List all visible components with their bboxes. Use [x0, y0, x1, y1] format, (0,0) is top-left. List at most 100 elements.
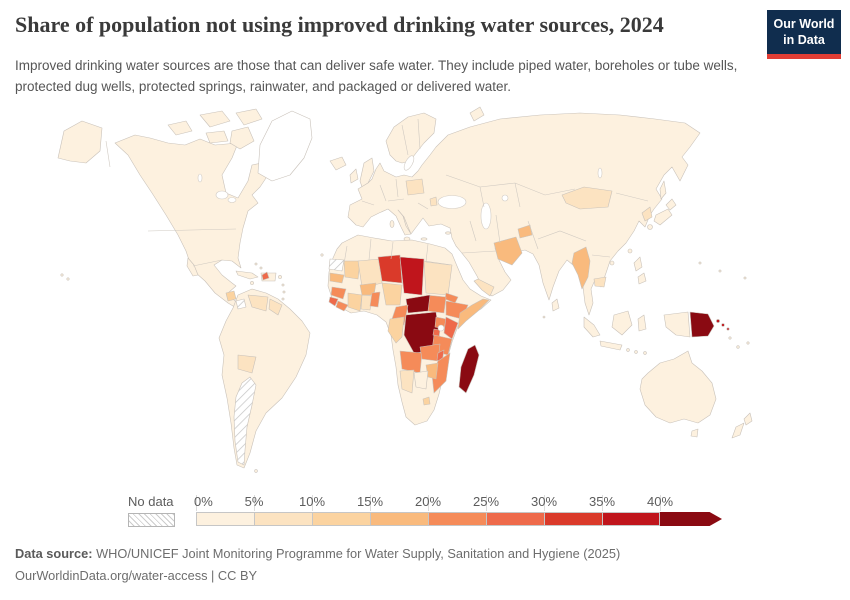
citation-line[interactable]: OurWorldinData.org/water-access | CC BY	[15, 567, 258, 583]
legend-bin-35-40%[interactable]	[602, 512, 660, 526]
region-mongolia[interactable]	[561, 186, 613, 210]
region-south-america[interactable]	[218, 288, 311, 469]
legend-bin-25-30%[interactable]	[486, 512, 544, 526]
region-argentina[interactable]	[233, 376, 257, 466]
region-sakhalin[interactable]	[659, 180, 667, 200]
region-lesser-sunda[interactable]	[626, 348, 630, 352]
region-benin-togo[interactable]	[369, 291, 381, 308]
region-japan[interactable]	[665, 198, 677, 211]
region-philippines[interactable]	[637, 272, 647, 285]
region-sulawesi[interactable]	[637, 314, 647, 332]
region-greenland[interactable]	[257, 110, 313, 182]
region-australia[interactable]	[639, 350, 717, 424]
region-bahamas[interactable]	[254, 262, 258, 266]
region-mali[interactable]	[357, 258, 383, 288]
region-maldives[interactable]	[542, 315, 546, 319]
region-hainan[interactable]	[609, 260, 615, 266]
legend-bin-40%+[interactable]	[660, 512, 722, 526]
region-vanuatu[interactable]	[728, 336, 732, 340]
region-lesser-antilles[interactable]	[281, 283, 285, 287]
region-north-america[interactable]	[114, 134, 269, 316]
region-japan[interactable]	[653, 208, 673, 226]
region-solomon[interactable]	[716, 319, 720, 323]
region-canary-islands[interactable]	[320, 253, 324, 257]
region-jamaica[interactable]	[250, 281, 254, 285]
region-senegal[interactable]	[329, 272, 345, 284]
region-guyana-suriname[interactable]	[268, 298, 283, 316]
region-sumatra[interactable]	[583, 316, 601, 338]
region-madagascar[interactable]	[458, 344, 480, 394]
region-arctic-islands[interactable]	[199, 110, 231, 128]
region-bahamas[interactable]	[259, 266, 263, 270]
region-solomon[interactable]	[721, 323, 725, 327]
region-ghana[interactable]	[360, 294, 373, 311]
region-eurasia[interactable]	[347, 112, 701, 316]
region-namibia[interactable]	[399, 369, 415, 394]
region-nicaragua[interactable]	[235, 298, 247, 310]
region-tasmania[interactable]	[690, 428, 699, 438]
region-botswana[interactable]	[413, 370, 429, 390]
region-north-korea[interactable]	[641, 206, 653, 222]
region-arctic-islands[interactable]	[167, 120, 193, 136]
region-baffin[interactable]	[229, 126, 255, 150]
legend-bin-5-10%[interactable]	[254, 512, 312, 526]
region-yemen[interactable]	[473, 278, 495, 297]
region-sri-lanka[interactable]	[551, 298, 560, 312]
legend-bin-20-25%[interactable]	[428, 512, 486, 526]
region-niger[interactable]	[377, 254, 403, 284]
region-solomon[interactable]	[726, 327, 730, 331]
region-guinea[interactable]	[330, 286, 347, 300]
legend-bin-10-15%[interactable]	[312, 512, 370, 526]
region-iceland[interactable]	[329, 156, 347, 171]
region-pacific-islands[interactable]	[718, 269, 722, 273]
region-arctic-islands[interactable]	[235, 108, 263, 126]
region-pacific-islands[interactable]	[698, 261, 702, 265]
region-poland[interactable]	[405, 178, 425, 196]
region-hawaii[interactable]	[66, 277, 70, 281]
region-new-zealand[interactable]	[743, 412, 753, 426]
region-baja[interactable]	[186, 257, 199, 277]
region-west-new-guinea[interactable]	[663, 311, 691, 338]
region-philippines[interactable]	[633, 256, 643, 272]
region-puerto-rico[interactable]	[278, 275, 282, 279]
no-data-swatch[interactable]	[128, 513, 175, 527]
region-somalia[interactable]	[457, 298, 490, 330]
region-fiji[interactable]	[746, 341, 750, 345]
region-java[interactable]	[599, 340, 623, 351]
region-bolivia[interactable]	[237, 354, 257, 374]
region-new-caledonia[interactable]	[736, 345, 740, 349]
region-falklands[interactable]	[254, 469, 258, 473]
region-novaya-zemlya[interactable]	[469, 106, 485, 122]
region-chad[interactable]	[399, 256, 425, 296]
region-hawaii[interactable]	[60, 273, 64, 277]
owid-logo[interactable]: Our World in Data	[767, 10, 841, 60]
region-taiwan[interactable]	[627, 248, 633, 254]
legend-bin-15-20%[interactable]	[370, 512, 428, 526]
region-borneo[interactable]	[611, 310, 633, 336]
region-guatemala[interactable]	[225, 290, 237, 302]
region-scandinavia[interactable]	[385, 112, 437, 164]
region-japan[interactable]	[647, 224, 653, 230]
legend-bin-30-35%[interactable]	[544, 512, 602, 526]
region-cambodia[interactable]	[593, 276, 607, 288]
region-ireland[interactable]	[349, 168, 359, 184]
region-lesser-sunda[interactable]	[634, 350, 638, 354]
region-sardinia[interactable]	[389, 220, 395, 228]
region-cote-divoire[interactable]	[347, 292, 363, 312]
region-nigeria[interactable]	[381, 282, 403, 306]
region-png[interactable]	[689, 311, 715, 338]
region-myanmar[interactable]	[571, 246, 591, 290]
region-lesser-sunda[interactable]	[643, 351, 647, 355]
region-pacific-islands[interactable]	[743, 276, 747, 280]
region-cyprus[interactable]	[445, 231, 451, 235]
legend-bin-0-5%[interactable]	[196, 512, 254, 526]
region-cuba[interactable]	[235, 270, 259, 280]
region-crete[interactable]	[420, 237, 428, 241]
region-liberia[interactable]	[335, 300, 349, 312]
region-sierra-leone[interactable]	[328, 296, 339, 307]
region-lesser-antilles[interactable]	[282, 290, 286, 294]
region-lesotho[interactable]	[422, 396, 431, 406]
region-afghanistan[interactable]	[493, 236, 523, 266]
region-lesser-antilles[interactable]	[281, 297, 285, 301]
region-new-zealand[interactable]	[731, 422, 745, 439]
